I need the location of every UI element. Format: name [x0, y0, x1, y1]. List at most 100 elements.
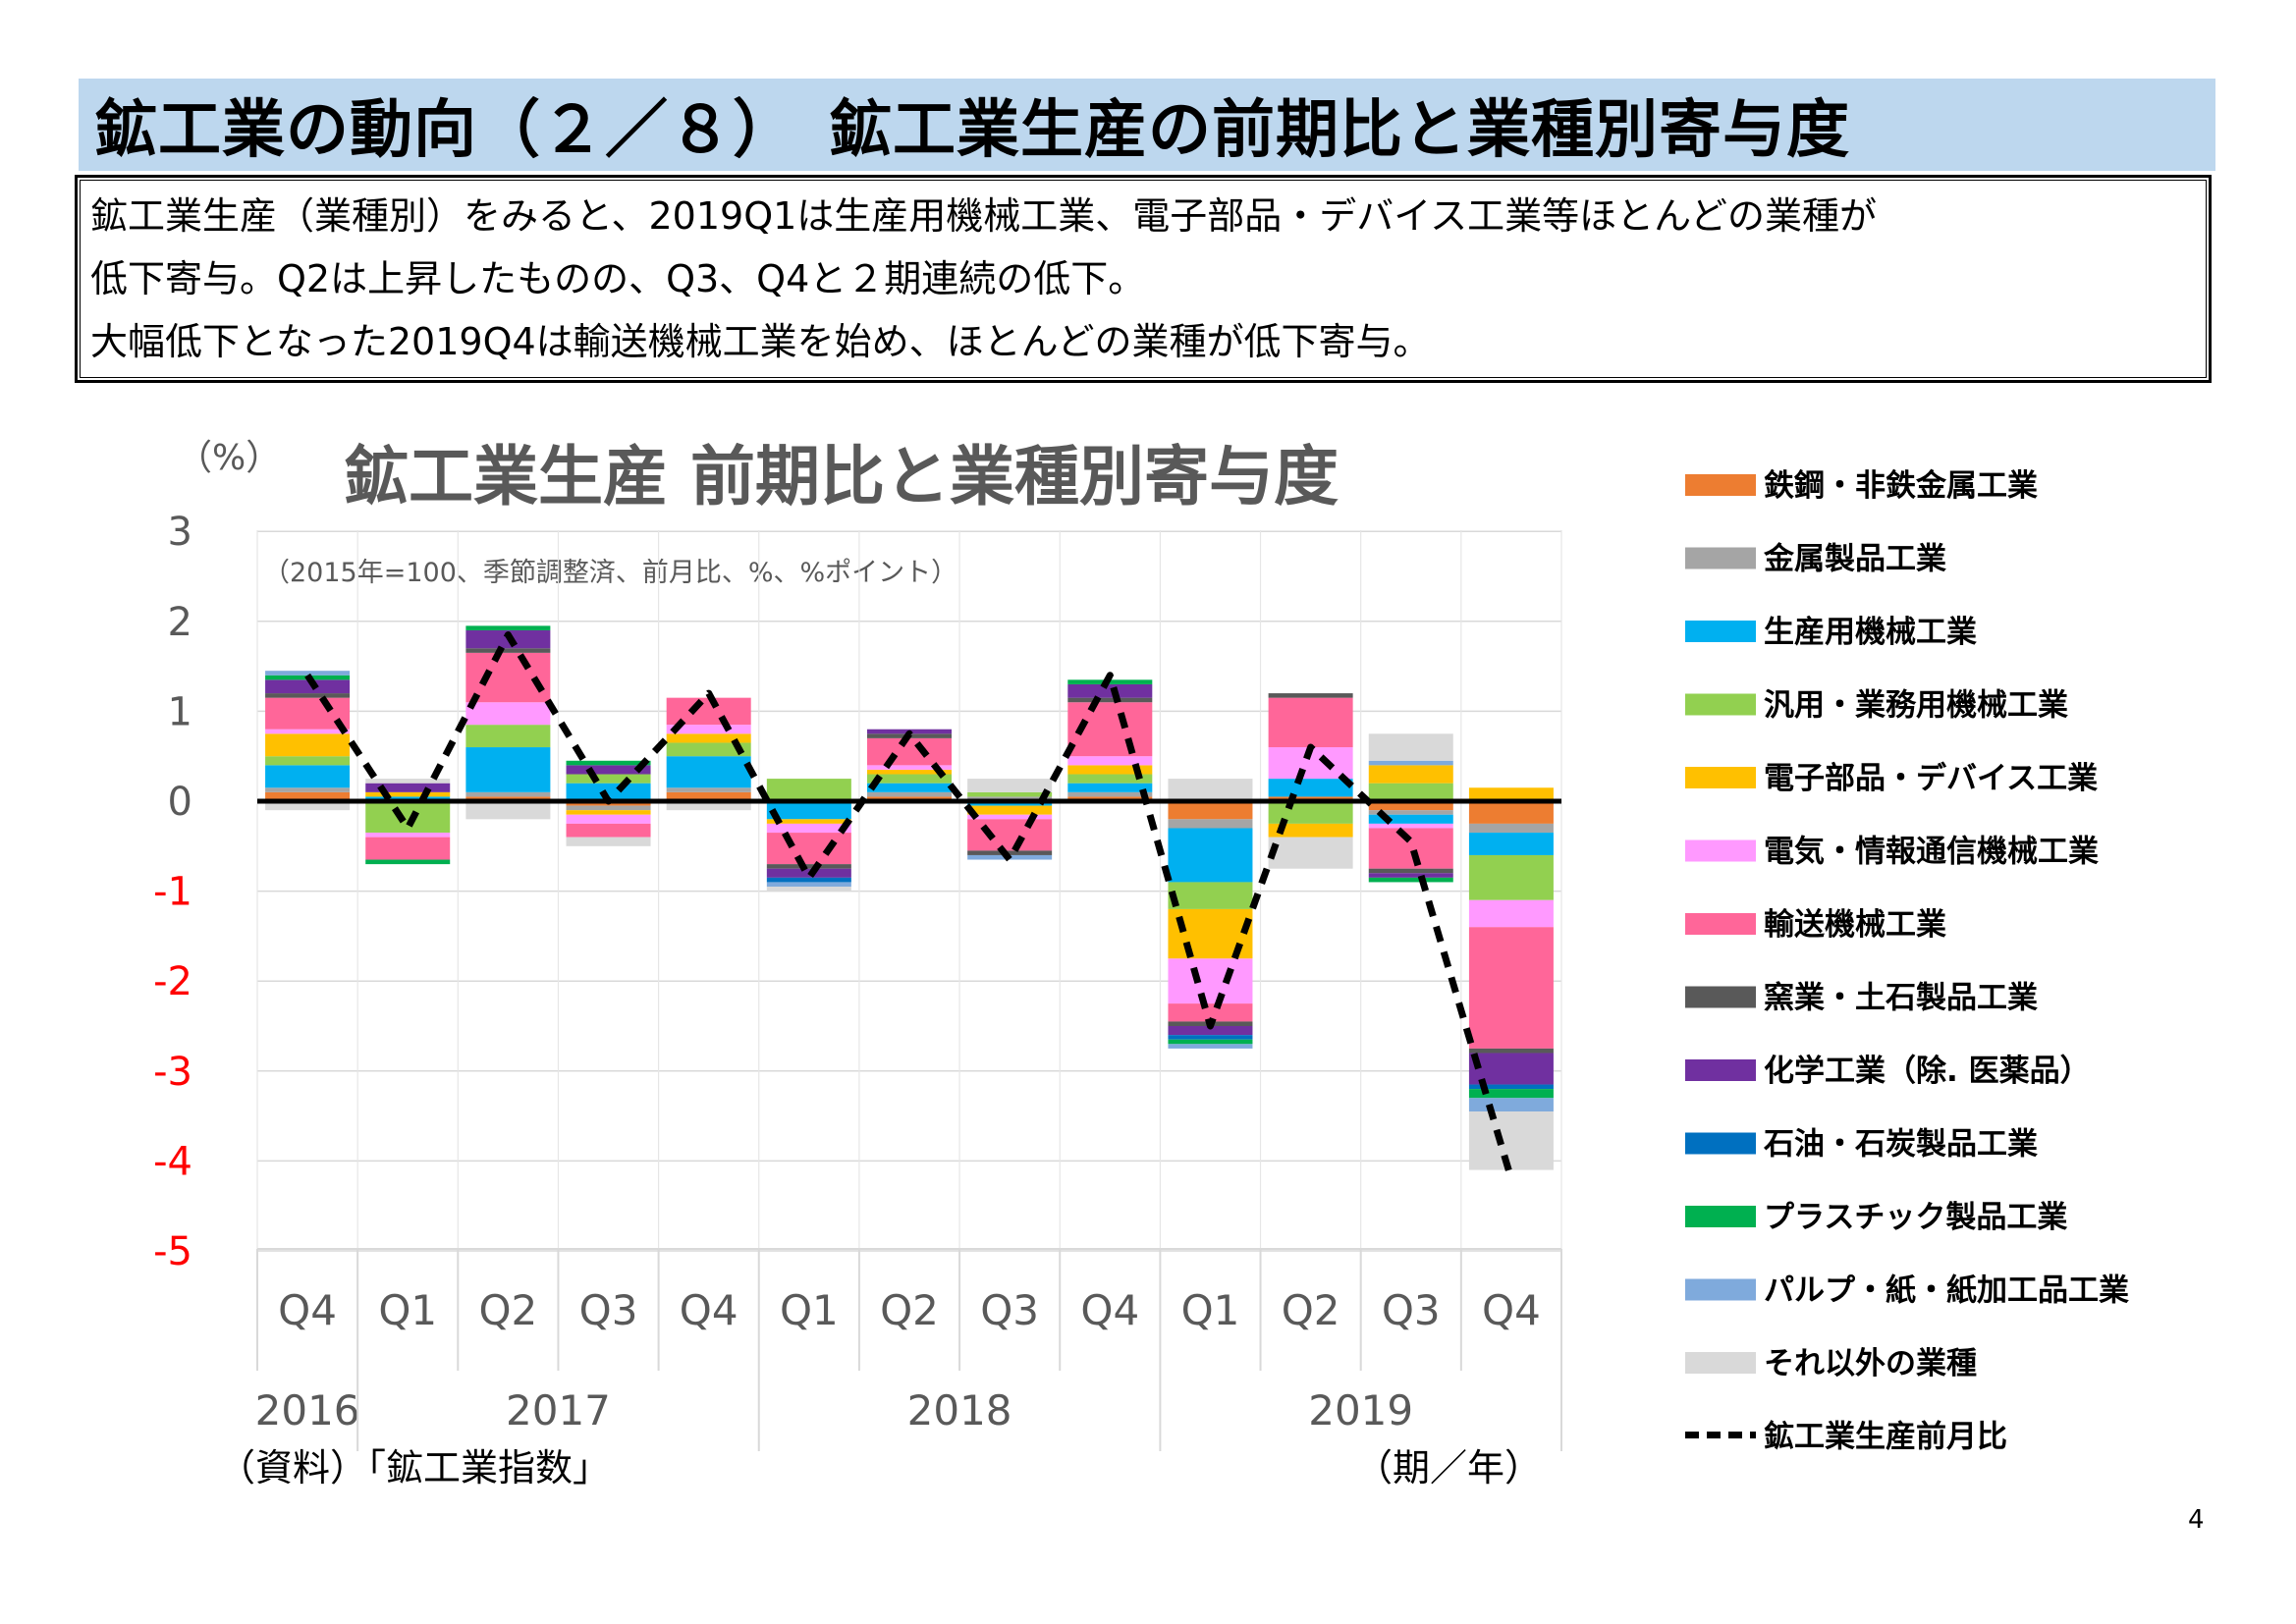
bar-segment: [1268, 693, 1353, 698]
bar-segment: [465, 791, 551, 797]
bar-segment: [1168, 801, 1253, 820]
bar-segment: [566, 837, 651, 846]
bar-segment: [766, 833, 851, 865]
bar-segment: [1468, 1084, 1554, 1090]
bar-segment: [365, 859, 451, 865]
bar-segment: [265, 801, 351, 811]
chart-title: 鉱工業生産 前期比と業種別寄与度: [344, 439, 1339, 514]
chart-subtitle: （2015年=100、季節調整済、前月比、%、%ポイント）: [263, 558, 957, 588]
bar-segment: [465, 747, 551, 792]
bar-segment: [666, 756, 751, 788]
bar-segment: [265, 733, 351, 757]
legend-label: 電子部品・デバイス工業: [1764, 761, 2098, 796]
bar-segment: [1368, 733, 1453, 761]
y-tick-label: -5: [153, 1229, 192, 1274]
bar-segment: [1468, 1111, 1554, 1170]
bar-segment: [465, 725, 551, 748]
bar-segment: [1468, 899, 1554, 928]
bar-segment: [265, 791, 351, 801]
legend-swatch: [1685, 986, 1756, 1008]
bar-segment: [265, 671, 351, 676]
legend-label: プラスチック製品工業: [1764, 1200, 2067, 1235]
bar-segment: [566, 810, 651, 815]
bar-segment: [666, 725, 751, 734]
bar-segment: [1468, 823, 1554, 834]
bar-segment: [1067, 683, 1153, 698]
legend-label: 金属製品工業: [1763, 542, 1946, 577]
legend-swatch: [1685, 1206, 1756, 1227]
bar-segment: [1268, 823, 1353, 838]
bar-segment: [566, 823, 651, 838]
bar-segment: [1168, 828, 1253, 883]
bar-segment: [1168, 882, 1253, 909]
bar-segment: [1067, 791, 1153, 797]
legend-swatch: [1685, 621, 1756, 642]
bar-segment: [566, 765, 651, 775]
x-tick-label: Q4: [1080, 1286, 1139, 1334]
bar-segment: [1368, 868, 1453, 874]
bar-segment: [766, 864, 851, 869]
legend-swatch: [1685, 693, 1756, 716]
x-tick-label: Q2: [1282, 1286, 1340, 1334]
bar-segment: [1168, 1044, 1253, 1049]
bar-segment: [1268, 697, 1353, 748]
y-tick-label: 2: [168, 600, 192, 645]
bar-segment: [566, 783, 651, 801]
bar-segment: [1168, 1003, 1253, 1022]
bar-segment: [265, 729, 351, 734]
legend-swatch: [1685, 1132, 1756, 1155]
legend-label: 化学工業（除. 医薬品）: [1764, 1054, 2091, 1089]
line-series-path: [304, 631, 1515, 1180]
bar-segment: [666, 787, 751, 792]
bar-segment: [766, 801, 851, 820]
bar-segment: [766, 819, 851, 824]
page-title: 鉱工業の動向（２／８） 鉱工業生産の前期比と業種別寄与度: [94, 94, 1850, 167]
legend-swatch: [1685, 1278, 1756, 1301]
bar-segment: [967, 779, 1053, 792]
bar-segment: [566, 805, 651, 811]
bar-segment: [1368, 828, 1453, 869]
bar-segment: [867, 737, 952, 766]
bar-segment: [1368, 823, 1453, 829]
bar-segment: [1168, 1026, 1253, 1036]
bar-segment: [265, 787, 351, 792]
legend-label: 窯業・土石製品工業: [1764, 981, 2038, 1016]
bar-segment: [766, 779, 851, 801]
y-tick-label: -1: [153, 870, 192, 915]
summary-box-inner: 鉱工業生産（業種別）をみると、2019Q1は生産用機械工業、電子部品・デバイス工…: [80, 180, 2207, 378]
bar-segment: [1368, 801, 1453, 811]
y-tick-label: 0: [168, 780, 192, 825]
bar-segment: [566, 760, 651, 766]
bar-segment: [967, 819, 1053, 851]
x-tick-label: Q3: [579, 1286, 638, 1334]
x-tick-label: Q1: [1181, 1286, 1240, 1334]
legend-swatch: [1685, 913, 1756, 935]
bar-segment: [465, 801, 551, 820]
bar-segment: [566, 774, 651, 784]
x-tick-label: Q2: [478, 1286, 537, 1334]
y-tick-label: -3: [153, 1050, 192, 1095]
bar-segment: [365, 791, 451, 797]
bar-segment: [1468, 801, 1554, 824]
legend-label: 電気・情報通信機械工業: [1764, 835, 2099, 870]
bar-segment: [1468, 787, 1554, 801]
bar-segment: [1268, 837, 1353, 869]
year-label: 2018: [907, 1386, 1012, 1435]
bar-segment: [967, 791, 1053, 797]
bar-segment: [365, 779, 451, 784]
bar-segment: [1468, 1048, 1554, 1054]
bar-segment: [666, 801, 751, 811]
bar-segment: [1368, 760, 1453, 766]
y-tick-label: 1: [168, 689, 192, 734]
bar-segment: [1067, 756, 1153, 766]
bar-segment: [1067, 783, 1153, 792]
bar-segment: [1368, 810, 1453, 815]
bar-segment: [566, 814, 651, 824]
bar-segment: [1368, 877, 1453, 883]
bar-segment: [1168, 1035, 1253, 1040]
x-tick-label: Q4: [278, 1286, 337, 1334]
bar-segment: [1468, 1098, 1554, 1112]
bar-segment: [1268, 779, 1353, 797]
bar-segment: [465, 648, 551, 653]
